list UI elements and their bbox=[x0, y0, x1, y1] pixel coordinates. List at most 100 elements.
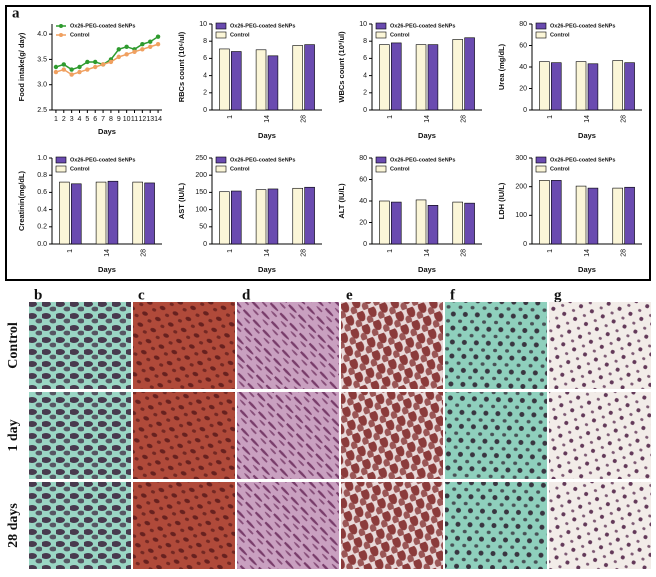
legend-label: Control bbox=[390, 32, 410, 38]
bar bbox=[415, 199, 427, 245]
x-tick-label: 14 bbox=[264, 115, 271, 123]
legend-marker bbox=[215, 22, 227, 30]
bar bbox=[379, 200, 390, 245]
x-tick-label: 1 bbox=[227, 115, 234, 119]
row-label: 1 day bbox=[6, 419, 21, 451]
x-tick-label: 14 bbox=[584, 115, 591, 123]
y-tick-label: 40 bbox=[359, 198, 367, 205]
legend-marker bbox=[535, 156, 547, 164]
panel-label: a bbox=[12, 5, 20, 21]
point bbox=[77, 64, 82, 70]
point bbox=[124, 52, 129, 57]
x-tick-label: 10 bbox=[123, 116, 131, 123]
y-axis-label: AST (IU/L) bbox=[177, 182, 186, 219]
bar bbox=[219, 191, 230, 245]
histology-image bbox=[445, 392, 547, 479]
legend-marker bbox=[215, 156, 227, 164]
y-axis-label: Food intake(g/ day) bbox=[17, 32, 26, 101]
bar bbox=[575, 61, 587, 111]
y-tick-label: 3.0 bbox=[37, 82, 47, 89]
x-tick-label: 14 bbox=[104, 249, 111, 257]
y-tick-label: 200 bbox=[515, 184, 527, 191]
bar bbox=[304, 186, 315, 245]
y-tick-label: 4.0 bbox=[37, 31, 47, 38]
point bbox=[140, 47, 145, 52]
legend-label: Ox26-PEG-coated SeNPs bbox=[230, 23, 295, 29]
bar bbox=[267, 188, 279, 245]
point bbox=[100, 62, 106, 67]
panel-label: e bbox=[346, 287, 353, 303]
x-tick-label: 1 bbox=[54, 116, 58, 123]
point bbox=[93, 59, 98, 65]
bar bbox=[391, 201, 402, 245]
point bbox=[155, 34, 161, 39]
x-tick-label: 1 bbox=[67, 249, 74, 253]
y-tick-label: 2 bbox=[203, 90, 207, 97]
point bbox=[69, 67, 74, 72]
legend-marker bbox=[375, 156, 387, 164]
x-tick-label: 28 bbox=[301, 249, 308, 257]
histology-image bbox=[133, 392, 235, 479]
point bbox=[53, 64, 59, 70]
bar bbox=[292, 45, 303, 111]
x-axis-label: Days bbox=[98, 265, 116, 274]
y-tick-label: 60 bbox=[359, 176, 367, 183]
bar bbox=[231, 51, 242, 111]
bar bbox=[231, 190, 242, 245]
panel-label: f bbox=[450, 287, 456, 303]
bar bbox=[464, 202, 475, 245]
y-tick-label: 4 bbox=[203, 72, 207, 79]
y-tick-label: 8 bbox=[203, 38, 207, 45]
row-label: Control bbox=[6, 322, 21, 369]
x-tick-label: 5 bbox=[85, 116, 89, 123]
bar bbox=[551, 180, 562, 245]
x-axis-label: Days bbox=[578, 265, 596, 274]
legend-marker bbox=[59, 33, 63, 37]
x-axis-label: Days bbox=[258, 131, 276, 140]
y-tick-label: 0.4 bbox=[37, 206, 47, 213]
bar bbox=[71, 183, 82, 245]
point bbox=[140, 42, 145, 47]
bar bbox=[427, 44, 439, 111]
bar bbox=[539, 61, 550, 111]
y-tick-label: 0 bbox=[203, 241, 207, 248]
histology-image bbox=[133, 482, 235, 569]
bar bbox=[415, 44, 427, 111]
bar bbox=[427, 205, 439, 245]
legend-marker bbox=[55, 156, 67, 164]
x-tick-label: 28 bbox=[461, 115, 468, 123]
x-tick-label: 14 bbox=[424, 115, 431, 123]
y-axis-label: WBCs count (10³/ul) bbox=[337, 31, 346, 103]
point bbox=[77, 69, 82, 75]
histology-image bbox=[341, 392, 443, 479]
bar bbox=[464, 37, 475, 111]
panel-label: c bbox=[138, 287, 145, 303]
x-tick-label: 1 bbox=[387, 115, 394, 119]
x-tick-label: 28 bbox=[621, 249, 628, 257]
x-tick-label: 28 bbox=[141, 249, 148, 257]
bar bbox=[267, 55, 279, 111]
point bbox=[116, 54, 121, 60]
y-tick-label: 3.5 bbox=[37, 56, 47, 63]
x-tick-label: 14 bbox=[584, 249, 591, 257]
point bbox=[53, 69, 59, 75]
point bbox=[93, 64, 98, 70]
x-tick-label: 4 bbox=[78, 116, 82, 123]
bar bbox=[292, 187, 303, 245]
panel-label: b bbox=[34, 287, 42, 303]
y-tick-label: 10 bbox=[199, 21, 207, 28]
row-label: 28 days bbox=[6, 503, 21, 548]
legend-label: Ox26-PEG-coated SeNPs bbox=[70, 157, 135, 163]
y-tick-label: 4 bbox=[363, 72, 367, 79]
y-tick-label: 200 bbox=[195, 172, 207, 179]
legend-label: Control bbox=[390, 166, 410, 172]
point bbox=[108, 59, 114, 65]
legend-marker bbox=[375, 22, 387, 30]
legend-label: Control bbox=[230, 32, 250, 38]
y-tick-label: 0 bbox=[523, 107, 527, 114]
y-tick-label: 0.0 bbox=[37, 241, 47, 248]
y-tick-label: 100 bbox=[515, 212, 527, 219]
histology-image bbox=[29, 392, 131, 479]
x-axis-label: Days bbox=[578, 131, 596, 140]
histology-image bbox=[133, 302, 235, 389]
